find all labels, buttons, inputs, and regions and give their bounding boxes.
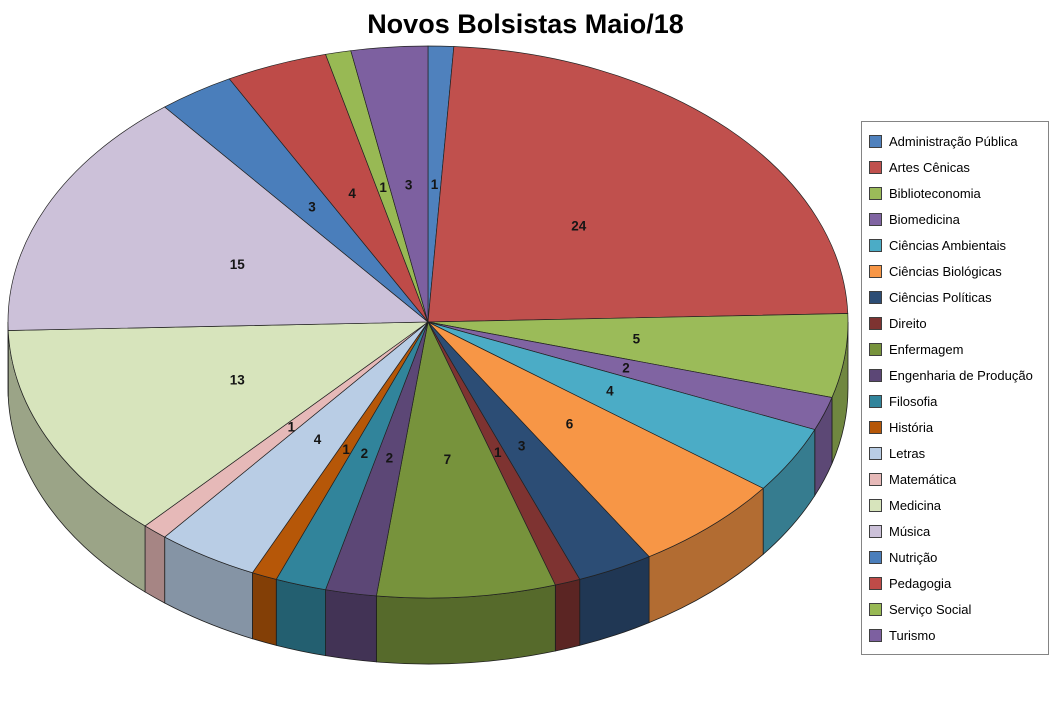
pie-slice-label: 5 (633, 332, 641, 347)
pie-slice-label: 4 (348, 186, 356, 201)
pie-slice-label: 6 (566, 417, 574, 432)
legend-item: Administração Pública (869, 128, 1042, 154)
legend-item: Matemática (869, 466, 1042, 492)
legend-swatch (869, 160, 882, 174)
legend-label: Letras (889, 445, 926, 461)
legend-swatch (869, 628, 882, 642)
legend-swatch (869, 576, 882, 590)
legend-swatch (869, 264, 882, 278)
legend-label: Serviço Social (889, 601, 972, 617)
legend-item: Filosofia (869, 388, 1042, 414)
pie-slice-label: 24 (571, 219, 587, 234)
legend-item: Pedagogia (869, 570, 1042, 596)
legend-label: Filosofia (889, 393, 938, 409)
legend-label: Engenharia de Produção (889, 367, 1033, 383)
legend-swatch (869, 446, 882, 460)
pie-slice-label: 4 (606, 384, 614, 399)
legend-label: Direito (889, 315, 927, 331)
pie-slice-label: 1 (342, 442, 350, 457)
legend-swatch (869, 498, 882, 512)
legend-label: Nutrição (889, 549, 938, 565)
legend-item: Ciências Biológicas (869, 258, 1042, 284)
legend-label: Ciências Biológicas (889, 263, 1002, 279)
pie-slice (375, 320, 556, 599)
legend-item: Artes Cênicas (869, 154, 1042, 180)
legend-item: Serviço Social (869, 596, 1042, 622)
pie-slice-label: 3 (405, 177, 413, 192)
legend-item: Música (869, 518, 1042, 544)
legend-item: Biomedicina (869, 206, 1042, 232)
legend-item: Direito (869, 310, 1042, 336)
pie-slice-label: 3 (308, 200, 316, 215)
legend-label: Biblioteconomia (889, 185, 981, 201)
pie-slice-label: 4 (314, 432, 322, 447)
pie-slice-label: 2 (386, 450, 394, 465)
pie-slice-label: 7 (444, 452, 452, 467)
pie-rim (275, 578, 326, 657)
legend-swatch (869, 602, 882, 616)
pie-slice (350, 45, 429, 323)
legend-swatch (869, 186, 882, 200)
legend-swatch (869, 212, 882, 226)
legend-item: Nutrição (869, 544, 1042, 570)
pie-slice-label: 1 (379, 180, 387, 195)
legend-label: História (889, 419, 934, 435)
legend-label: Artes Cênicas (889, 159, 970, 175)
legend-swatch (869, 134, 882, 148)
legend-swatch (869, 342, 882, 356)
pie-slice-label: 1 (288, 420, 296, 435)
legend-label: Ciências Políticas (889, 289, 992, 305)
legend-label: Administração Pública (889, 133, 1018, 149)
pie-slice (427, 46, 849, 323)
pie-slice-label: 13 (230, 372, 246, 387)
legend-swatch (869, 290, 882, 304)
legend-item: Letras (869, 440, 1042, 466)
pie-slice (427, 321, 764, 558)
legend-label: Matemática (889, 471, 957, 487)
legend-swatch (869, 316, 882, 330)
legend-swatch (869, 550, 882, 564)
pie-slice (7, 321, 430, 527)
legend-item: Engenharia de Produção (869, 362, 1042, 388)
legend-swatch (869, 394, 882, 408)
legend-item: Biblioteconomia (869, 180, 1042, 206)
pie-slice-label: 2 (361, 446, 369, 461)
pie-slice-label: 2 (622, 361, 630, 376)
pie-rim (554, 578, 581, 652)
legend-label: Ciências Ambientais (889, 237, 1007, 253)
pie-rim (144, 525, 166, 604)
pie-slice-label: 3 (518, 438, 526, 453)
legend-label: Pedagogia (889, 575, 952, 591)
legend-label: Música (889, 523, 931, 539)
chart-legend: Administração Pública Artes Cênicas Biblio… (861, 121, 1049, 655)
legend-item: Ciências Políticas (869, 284, 1042, 310)
legend-swatch (869, 238, 882, 252)
legend-item: História (869, 414, 1042, 440)
pie-slice-label: 15 (230, 257, 246, 272)
pie-slice-label: 1 (431, 177, 439, 192)
legend-item: Ciências Ambientais (869, 232, 1042, 258)
legend-swatch (869, 368, 882, 382)
pie-slice (7, 106, 429, 331)
legend-item: Medicina (869, 492, 1042, 518)
legend-swatch (869, 472, 882, 486)
legend-item: Enfermagem (869, 336, 1042, 362)
pie-rim (252, 572, 277, 646)
pie-slice-label: 1 (494, 445, 502, 460)
legend-label: Biomedicina (889, 211, 960, 227)
legend-label: Enfermagem (889, 341, 964, 357)
pie-rim (325, 589, 377, 663)
legend-item: Turismo (869, 622, 1042, 648)
legend-swatch (869, 524, 882, 538)
legend-label: Medicina (889, 497, 942, 513)
legend-label: Turismo (889, 627, 936, 643)
legend-swatch (869, 420, 882, 434)
chart-title: Novos Bolsistas Maio/18 (367, 9, 684, 39)
